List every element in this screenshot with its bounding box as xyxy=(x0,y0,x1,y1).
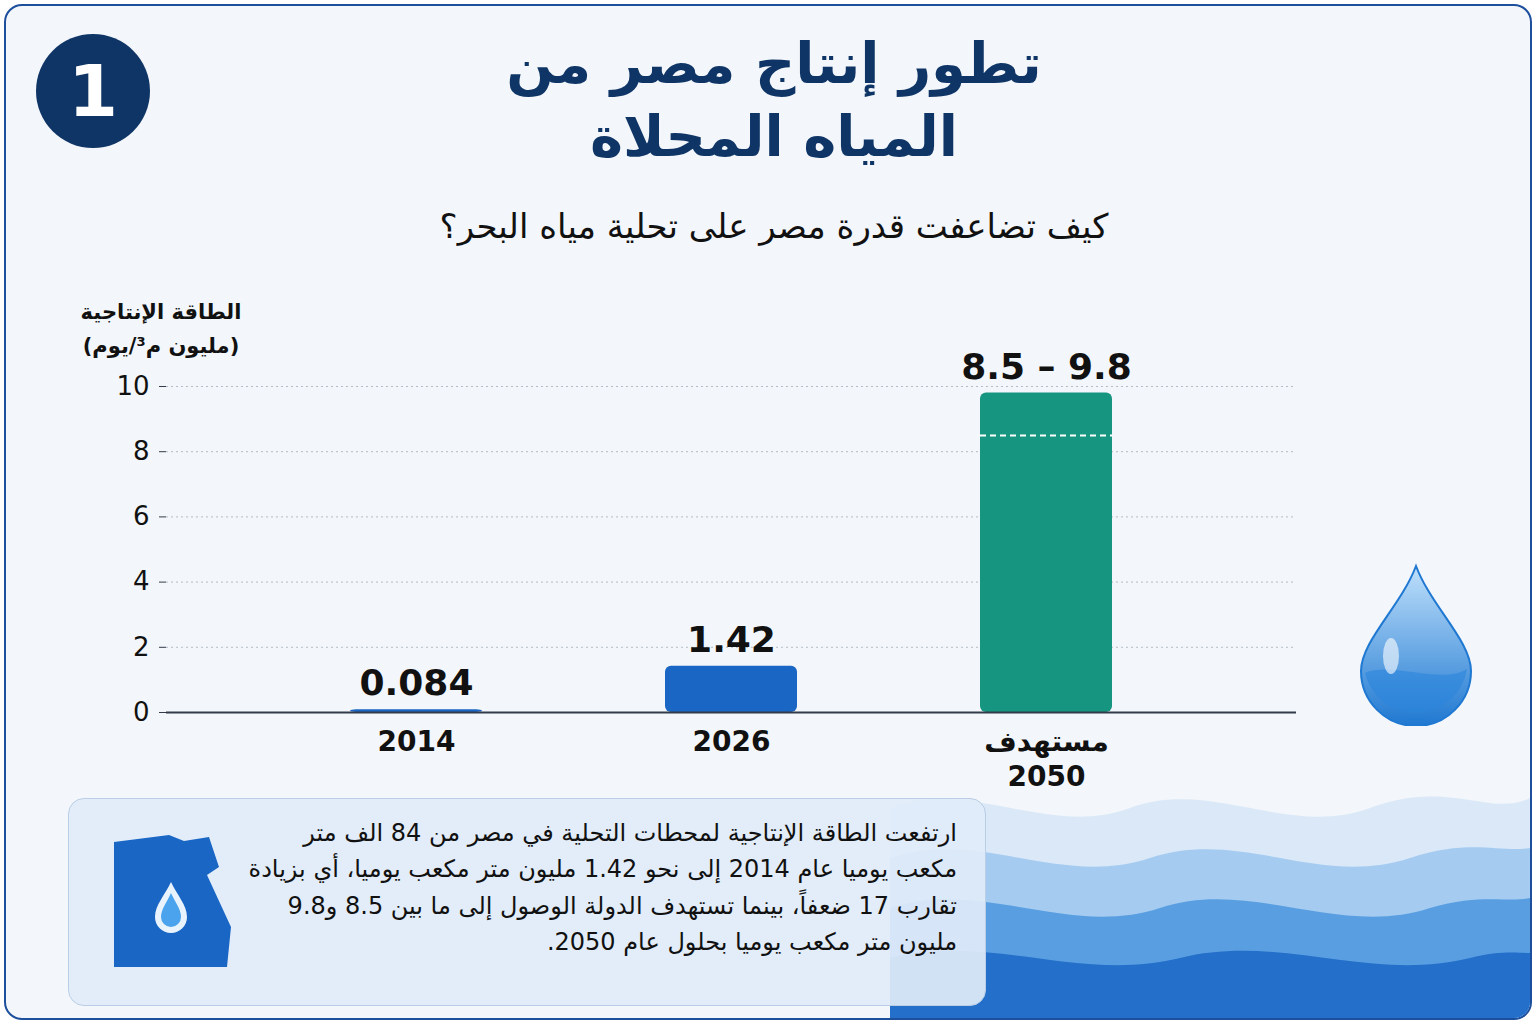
svg-text:4: 4 xyxy=(133,566,150,596)
svg-text:8.5 – 9.8: 8.5 – 9.8 xyxy=(961,346,1132,387)
svg-text:8: 8 xyxy=(133,436,150,466)
svg-text:2014: 2014 xyxy=(378,725,456,758)
html-text:1: 1 xyxy=(67,49,118,133)
svg-text:10: 10 xyxy=(116,371,149,401)
html-text:كيف تضاعفت قدرة مصر على تحلية: كيف تضاعفت قدرة مصر على تحلية مياه البحر… xyxy=(439,206,1109,246)
svg-text:مستهدف2050: مستهدف2050 xyxy=(984,725,1108,793)
svg-text:2: 2 xyxy=(133,632,150,662)
svg-text:2026: 2026 xyxy=(693,725,771,758)
svg-text:6: 6 xyxy=(133,501,150,531)
html-text:ارتفعت الطاقة الإنتاجية لمحطات: ارتفعت الطاقة الإنتاجية لمحطات التحلية ف… xyxy=(248,819,957,957)
html-text:الطاقة الإنتاجية (مليون م³/يوم: الطاقة الإنتاجية (مليون م³/يوم) xyxy=(80,300,242,358)
svg-text:0.084: 0.084 xyxy=(360,662,474,703)
svg-text:0: 0 xyxy=(133,697,150,727)
html-text:تطور إنتاج مصر من المياه المحل: تطور إنتاج مصر من المياه المحلاة xyxy=(506,31,1042,169)
svg-text:1.42: 1.42 xyxy=(687,619,776,660)
